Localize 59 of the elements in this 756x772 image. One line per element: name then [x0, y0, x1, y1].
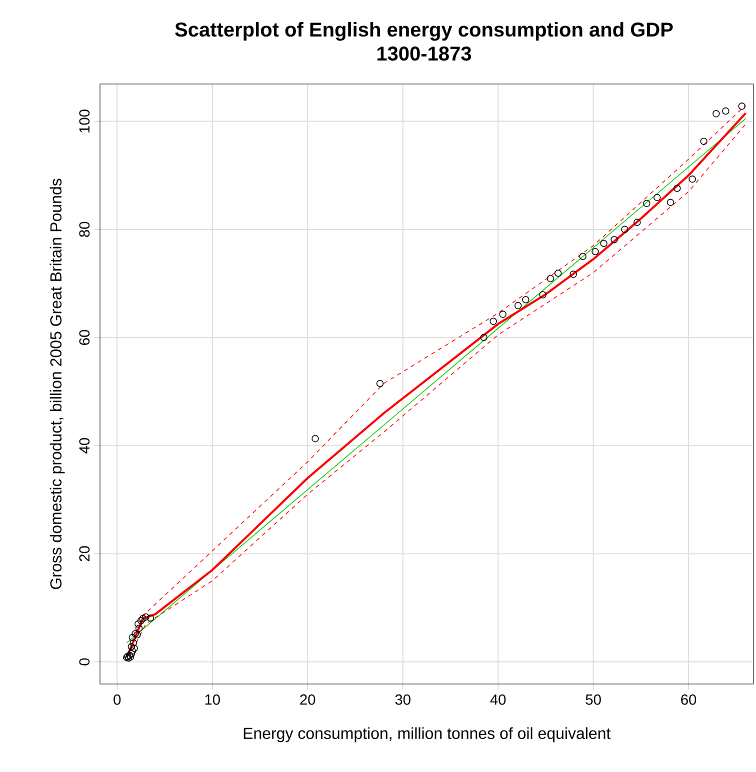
point — [126, 652, 134, 659]
point — [312, 434, 319, 442]
point — [514, 302, 522, 310]
point — [128, 634, 136, 642]
point — [539, 291, 546, 298]
chart-subtitle: 1300-1873 — [377, 46, 472, 61]
point — [621, 226, 628, 234]
point — [376, 380, 384, 388]
x-axis-title: Energy consumption, million tonnes of oil equivalent — [244, 727, 611, 742]
x-tick-label: 50 — [586, 694, 601, 705]
y-tick-label: 100 — [79, 110, 90, 132]
point — [139, 614, 146, 622]
point — [128, 647, 136, 655]
point — [712, 110, 720, 118]
point — [134, 620, 142, 628]
x-tick-label: 0 — [114, 694, 121, 705]
point — [128, 643, 136, 650]
point — [546, 274, 554, 282]
point — [722, 107, 730, 115]
point — [499, 310, 506, 318]
point — [688, 176, 696, 183]
point — [654, 194, 661, 202]
x-tick-label: 30 — [395, 694, 410, 705]
point — [674, 184, 681, 192]
y-axis-title: Gross domestic product, billion 2005 Great Britain Pounds — [50, 178, 65, 590]
x-tick-label: 60 — [681, 694, 696, 705]
x-tick-label: 10 — [205, 694, 220, 705]
point — [146, 614, 154, 622]
point — [134, 631, 141, 638]
chart-title: Scatterplot of English energy consumption and GDP — [175, 22, 673, 41]
point — [610, 236, 618, 244]
point — [126, 653, 134, 661]
point — [600, 240, 608, 248]
point — [579, 252, 586, 260]
point — [480, 334, 488, 342]
point — [570, 270, 577, 278]
point — [135, 624, 143, 632]
point — [137, 617, 145, 624]
point — [554, 270, 562, 277]
point — [130, 644, 138, 652]
x-tick-label: 40 — [490, 694, 506, 705]
point — [738, 102, 746, 110]
y-tick-label: 20 — [79, 546, 90, 562]
point — [522, 296, 530, 304]
x-tick-label: 20 — [300, 694, 316, 705]
y-tick-label: 40 — [79, 438, 90, 454]
point — [592, 248, 599, 256]
point — [130, 639, 137, 647]
point — [132, 630, 139, 638]
point — [700, 138, 708, 145]
point — [490, 318, 497, 325]
y-tick-label: 60 — [79, 330, 90, 345]
y-tick-label: 80 — [79, 222, 90, 237]
y-tick-label: 0 — [79, 658, 90, 666]
point — [128, 650, 136, 658]
point — [142, 613, 150, 621]
point — [643, 200, 650, 208]
point — [666, 198, 674, 206]
point — [634, 218, 641, 226]
